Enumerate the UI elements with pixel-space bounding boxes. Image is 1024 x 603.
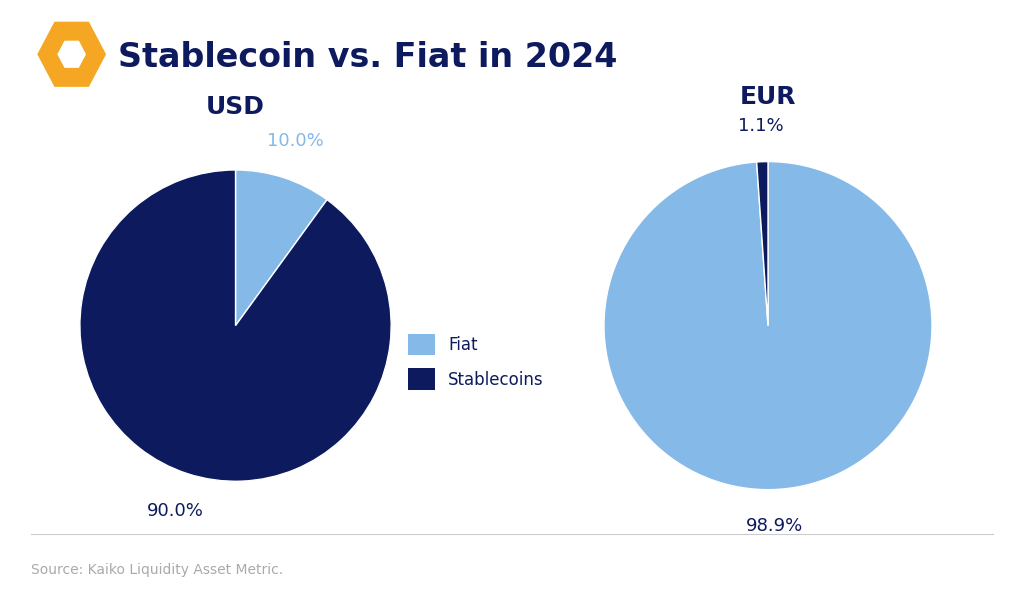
Text: Source: Kaiko Liquidity Asset Metric.: Source: Kaiko Liquidity Asset Metric. <box>31 563 283 577</box>
Title: EUR: EUR <box>739 85 797 109</box>
Title: USD: USD <box>206 95 265 119</box>
Text: 10.0%: 10.0% <box>267 131 324 150</box>
PathPatch shape <box>37 22 106 87</box>
Wedge shape <box>604 162 932 490</box>
Legend: Fiat, Stablecoins: Fiat, Stablecoins <box>400 326 552 398</box>
Wedge shape <box>236 170 327 326</box>
Wedge shape <box>80 170 391 481</box>
Text: 98.9%: 98.9% <box>746 517 804 535</box>
Wedge shape <box>757 162 768 326</box>
Text: Stablecoin vs. Fiat in 2024: Stablecoin vs. Fiat in 2024 <box>118 41 617 74</box>
Text: 1.1%: 1.1% <box>738 116 784 134</box>
Text: 90.0%: 90.0% <box>147 502 204 520</box>
